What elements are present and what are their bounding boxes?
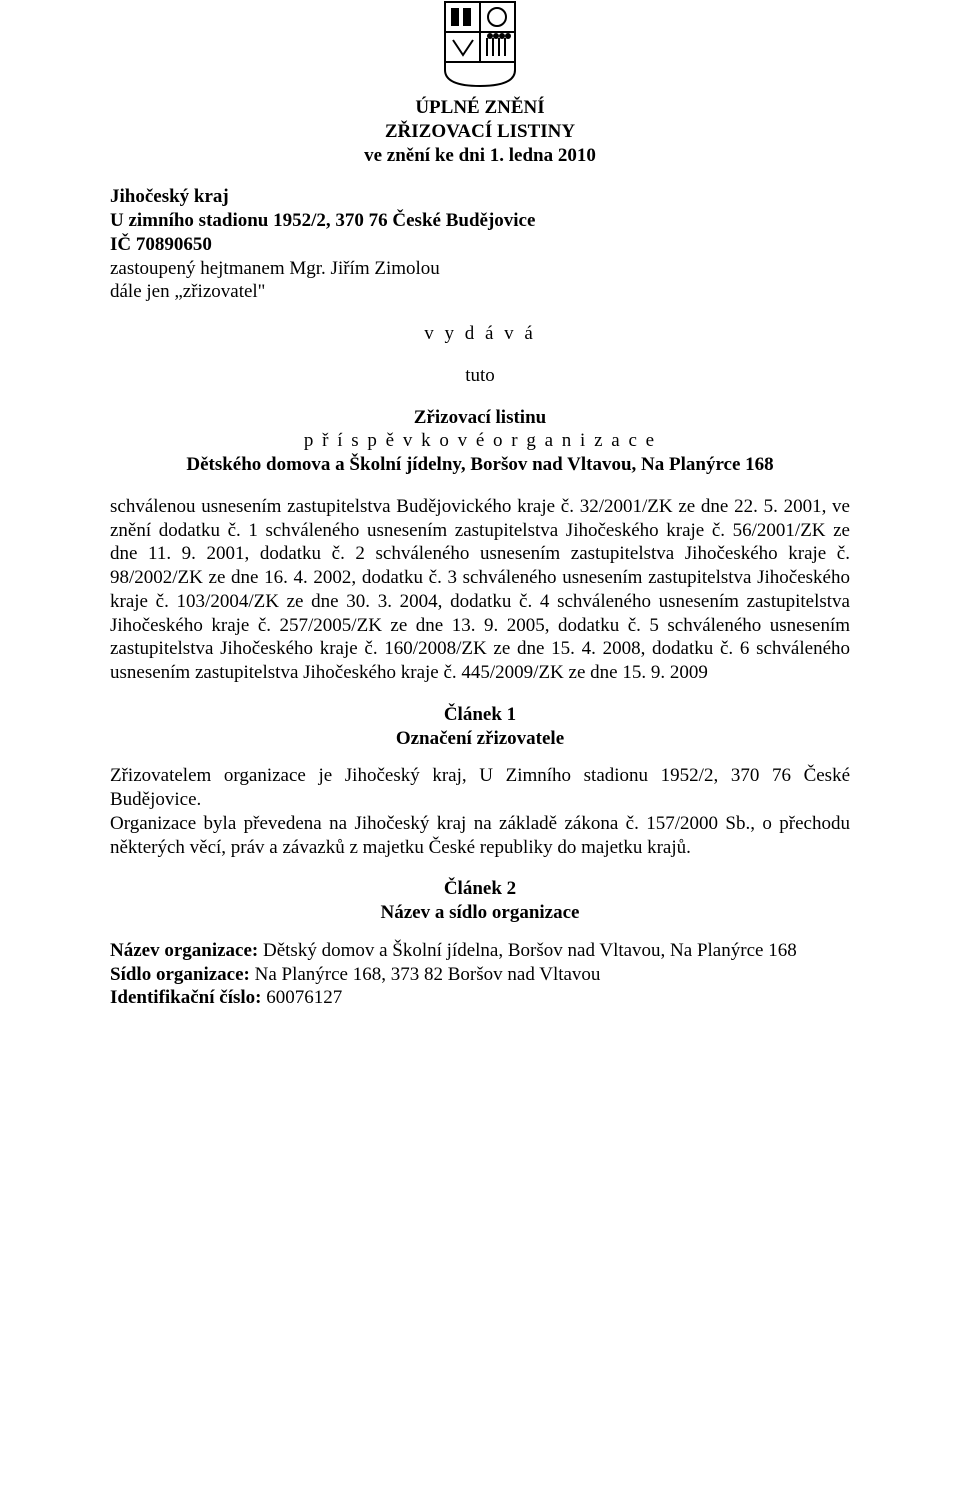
charter-line-2: p ř í s p ě v k o v é o r g a n i z a c … [110,429,850,453]
org-seat-line: Sídlo organizace: Na Planýrce 168, 373 8… [110,963,850,987]
issuer-block: Jihočeský kraj U zimního stadionu 1952/2… [110,185,850,304]
org-seat-label: Sídlo organizace: [110,964,250,985]
issuer-name: Jihočeský kraj [110,185,850,209]
document-title: ÚPLNÉ ZNĚNÍ ZŘIZOVACÍ LISTINY ve znění k… [110,96,850,167]
org-id-label: Identifikační číslo: [110,987,261,1008]
this-word: tuto [110,364,850,388]
coat-of-arms-emblem [443,0,517,88]
issues-verb: v y d á v á [110,322,850,346]
issuer-ic: IČ 70890650 [110,233,850,257]
issuer-address: U zimního stadionu 1952/2, 370 76 České … [110,209,850,233]
article-2-fields: Název organizace: Dětský domov a Školní … [110,939,850,1010]
approval-paragraph: schválenou usnesením zastupitelstva Budě… [110,495,850,685]
org-id-value: 60076127 [261,987,342,1008]
article-2-number: Článek 2 [110,877,850,901]
org-id-line: Identifikační číslo: 60076127 [110,986,850,1010]
title-line-2: ZŘIZOVACÍ LISTINY [110,120,850,144]
charter-heading: Zřizovací listinu p ř í s p ě v k o v é … [110,406,850,477]
article-2-title: Název a sídlo organizace [110,901,850,925]
article-1-title: Označení zřizovatele [110,727,850,751]
article-1-para-2: Organizace byla převedena na Jihočeský k… [110,812,850,860]
article-2-heading: Článek 2 Název a sídlo organizace [110,877,850,925]
article-1-number: Článek 1 [110,703,850,727]
charter-line-3: Dětského domova a Školní jídelny, Boršov… [110,453,850,477]
article-1-heading: Článek 1 Označení zřizovatele [110,703,850,751]
title-line-3: ve znění ke dni 1. ledna 2010 [110,144,850,168]
issuer-alias: dále jen „zřizovatel" [110,280,850,304]
org-seat-value: Na Planýrce 168, 373 82 Boršov nad Vltav… [250,964,601,985]
org-name-label: Název organizace: [110,940,258,961]
title-line-1: ÚPLNÉ ZNĚNÍ [110,96,850,120]
org-name-value: Dětský domov a Školní jídelna, Boršov na… [258,940,796,961]
article-1-para-1: Zřizovatelem organizace je Jihočeský kra… [110,764,850,812]
org-name-line: Název organizace: Dětský domov a Školní … [110,939,850,963]
charter-line-1: Zřizovací listinu [110,406,850,430]
issuer-represented-by: zastoupený hejtmanem Mgr. Jiřím Zimolou [110,257,850,281]
